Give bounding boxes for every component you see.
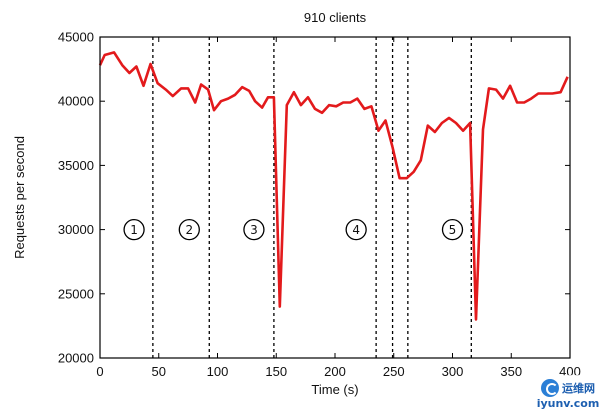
x-tick-label: 50: [152, 364, 166, 379]
watermark-logo-icon: [541, 378, 559, 397]
x-tick-label: 350: [500, 364, 522, 379]
chart-title: 910 clients: [304, 10, 367, 25]
phase-marker-label: 3: [250, 223, 258, 237]
plot-frame: [99, 36, 571, 359]
phase-marker: 1: [123, 218, 145, 241]
x-tick-label: 300: [442, 364, 464, 379]
y-axis-title: Requests per second: [12, 136, 27, 259]
watermark-top-row: 运维网: [541, 378, 595, 397]
watermark-url: iyunv.com: [536, 396, 600, 410]
phase-marker-label: 2: [185, 223, 193, 237]
axis-ticks: 0 50 100 150 200 250 300 350 4002000025000300003…: [58, 30, 581, 380]
watermark: 运维网 iyunv.com: [532, 375, 604, 413]
x-tick-label: 150: [265, 364, 287, 379]
x-tick-label: 100: [207, 364, 229, 379]
y-tick-label: 35000: [58, 158, 94, 173]
phase-marker: 4: [345, 218, 367, 241]
phase-marker-label: 1: [130, 223, 138, 237]
x-tick-label: 0: [96, 364, 103, 379]
phase-markers: 1 2 3 4 5: [123, 218, 464, 241]
y-tick-label: 45000: [58, 30, 94, 45]
y-tick-label: 20000: [58, 351, 94, 366]
phase-marker-circle: [441, 218, 464, 241]
x-tick-label: 250: [383, 364, 405, 379]
series-layer: [98, 51, 569, 321]
phase-marker-label: 5: [449, 223, 457, 237]
y-tick-label: 25000: [58, 286, 94, 301]
x-axis-title: Time (s): [311, 382, 358, 397]
x-tick-label: 200: [324, 364, 346, 379]
phase-marker: 2: [178, 218, 200, 241]
phase-marker: 5: [441, 218, 464, 241]
phase-marker-circle: [345, 218, 367, 241]
phase-marker: 3: [243, 218, 265, 241]
phase-marker-circle: [178, 218, 200, 241]
phase-marker-circle: [123, 218, 145, 241]
y-tick-label: 40000: [58, 94, 94, 109]
series-line: [98, 51, 569, 321]
phase-marker-circle: [243, 218, 265, 241]
y-tick-label: 30000: [58, 222, 94, 237]
watermark-site-name: 运维网: [562, 381, 595, 395]
phase-marker-label: 4: [352, 223, 360, 237]
